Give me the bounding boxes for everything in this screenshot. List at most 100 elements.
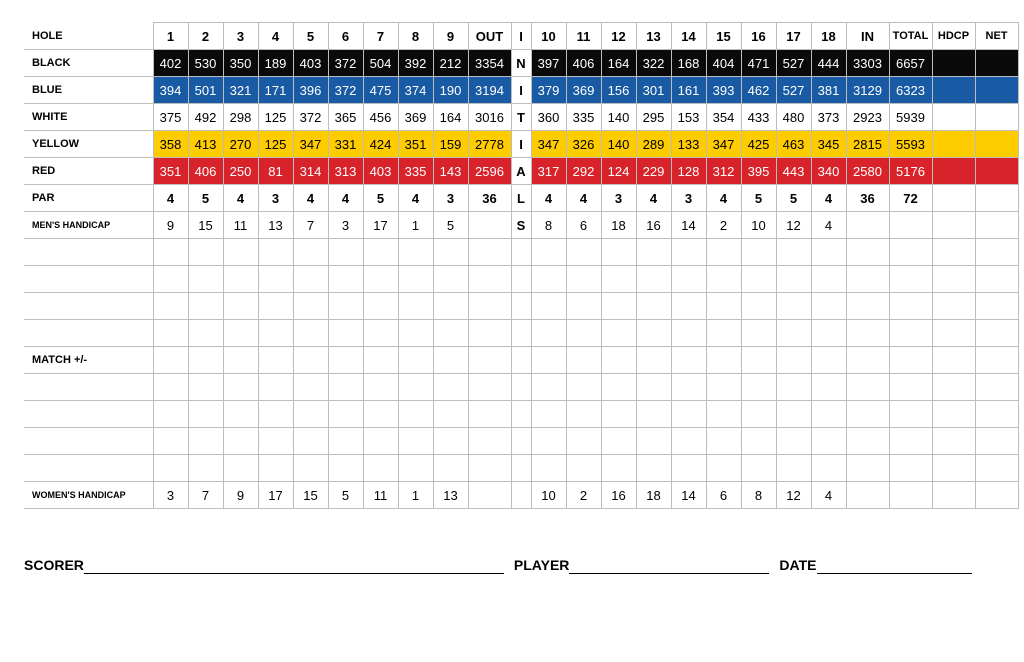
tee-white-net bbox=[975, 104, 1018, 131]
tee-black-h8: 392 bbox=[398, 50, 433, 77]
tee-red-h18: 340 bbox=[811, 158, 846, 185]
tee-red-h13: 229 bbox=[636, 158, 671, 185]
header-hole-6: 6 bbox=[328, 23, 363, 50]
womens-hcp-h11: 2 bbox=[566, 482, 601, 509]
initials-6: L bbox=[511, 185, 531, 212]
header-hole-7: 7 bbox=[363, 23, 398, 50]
tee-yellow-h13: 289 bbox=[636, 131, 671, 158]
tee-red-h1: 351 bbox=[153, 158, 188, 185]
tee-yellow-h8: 351 bbox=[398, 131, 433, 158]
tee-black-h15: 404 bbox=[706, 50, 741, 77]
mens-hcp-h17: 12 bbox=[776, 212, 811, 239]
par-h8: 4 bbox=[398, 185, 433, 212]
initials-4: I bbox=[511, 131, 531, 158]
tee-blue-h1: 394 bbox=[153, 77, 188, 104]
tee-black-total: 6657 bbox=[889, 50, 932, 77]
tee-red-hdcp bbox=[932, 158, 975, 185]
date-label: DATE bbox=[779, 557, 816, 574]
tee-blue-h12: 156 bbox=[601, 77, 636, 104]
mens-hcp-h12: 18 bbox=[601, 212, 636, 239]
par-h2: 5 bbox=[188, 185, 223, 212]
tee-blue-hdcp bbox=[932, 77, 975, 104]
womens-hcp-h1: 3 bbox=[153, 482, 188, 509]
tee-black-h12: 164 bbox=[601, 50, 636, 77]
mens-hcp-h14: 14 bbox=[671, 212, 706, 239]
par-h10: 4 bbox=[531, 185, 566, 212]
par-h15: 4 bbox=[706, 185, 741, 212]
womens-hcp-h7: 11 bbox=[363, 482, 398, 509]
initials-1: N bbox=[511, 50, 531, 77]
tee-red-h3: 250 bbox=[223, 158, 258, 185]
tee-black-net bbox=[975, 50, 1018, 77]
header-hole-9: 9 bbox=[433, 23, 468, 50]
tee-yellow-h18: 345 bbox=[811, 131, 846, 158]
womens-hcp-h17: 12 bbox=[776, 482, 811, 509]
header-hole-5: 5 bbox=[293, 23, 328, 50]
tee-black-h4: 189 bbox=[258, 50, 293, 77]
tee-yellow-h15: 347 bbox=[706, 131, 741, 158]
tee-yellow-hdcp bbox=[932, 131, 975, 158]
womens-hcp-h3: 9 bbox=[223, 482, 258, 509]
tee-white-h3: 298 bbox=[223, 104, 258, 131]
mens-hcp-h5: 7 bbox=[293, 212, 328, 239]
player-row-2-label bbox=[24, 293, 153, 320]
womens-hcp-h12: 16 bbox=[601, 482, 636, 509]
tee-blue-h10: 379 bbox=[531, 77, 566, 104]
tee-black-h16: 471 bbox=[741, 50, 776, 77]
header-hole-17: 17 bbox=[776, 23, 811, 50]
initials-3: T bbox=[511, 104, 531, 131]
tee-label-red: RED bbox=[24, 158, 153, 185]
mens-hcp-h9: 5 bbox=[433, 212, 468, 239]
mens-hcp-h15: 2 bbox=[706, 212, 741, 239]
tee-white-h4: 125 bbox=[258, 104, 293, 131]
tee-red-h14: 128 bbox=[671, 158, 706, 185]
tee-blue-h14: 161 bbox=[671, 77, 706, 104]
tee-blue-h5: 396 bbox=[293, 77, 328, 104]
tee-blue-h6: 372 bbox=[328, 77, 363, 104]
tee-blue-h4: 171 bbox=[258, 77, 293, 104]
tee-red-h11: 292 bbox=[566, 158, 601, 185]
tee-blue-in: 3129 bbox=[846, 77, 889, 104]
par-h14: 3 bbox=[671, 185, 706, 212]
womens-hcp-h15: 6 bbox=[706, 482, 741, 509]
tee-black-h10: 397 bbox=[531, 50, 566, 77]
mens-hcp-label: MEN'S HANDICAP bbox=[24, 212, 153, 239]
tee-label-yellow: YELLOW bbox=[24, 131, 153, 158]
tee-white-h16: 433 bbox=[741, 104, 776, 131]
header-in: IN bbox=[846, 23, 889, 50]
tee-yellow-h9: 159 bbox=[433, 131, 468, 158]
tee-blue-h7: 475 bbox=[363, 77, 398, 104]
signature-row: SCORER PLAYER DATE bbox=[24, 557, 1024, 574]
par-h18: 4 bbox=[811, 185, 846, 212]
tee-yellow-in: 2815 bbox=[846, 131, 889, 158]
initials-5: A bbox=[511, 158, 531, 185]
tee-red-h4: 81 bbox=[258, 158, 293, 185]
tee-white-h9: 164 bbox=[433, 104, 468, 131]
womens-hcp-h16: 8 bbox=[741, 482, 776, 509]
tee-white-h6: 365 bbox=[328, 104, 363, 131]
tee-yellow-h11: 326 bbox=[566, 131, 601, 158]
tee-white-total: 5939 bbox=[889, 104, 932, 131]
tee-yellow-h16: 425 bbox=[741, 131, 776, 158]
tee-yellow-h1: 358 bbox=[153, 131, 188, 158]
tee-white-h1: 375 bbox=[153, 104, 188, 131]
par-total: 72 bbox=[889, 185, 932, 212]
header-net: NET bbox=[975, 23, 1018, 50]
tee-label-blue: BLUE bbox=[24, 77, 153, 104]
mens-hcp-h18: 4 bbox=[811, 212, 846, 239]
par-h6: 4 bbox=[328, 185, 363, 212]
tee-red-h2: 406 bbox=[188, 158, 223, 185]
tee-white-h12: 140 bbox=[601, 104, 636, 131]
tee-blue-h2: 501 bbox=[188, 77, 223, 104]
tee-black-h9: 212 bbox=[433, 50, 468, 77]
par-h13: 4 bbox=[636, 185, 671, 212]
header-hole-18: 18 bbox=[811, 23, 846, 50]
mens-hcp-h6: 3 bbox=[328, 212, 363, 239]
tee-red-h5: 314 bbox=[293, 158, 328, 185]
womens-hcp-h5: 15 bbox=[293, 482, 328, 509]
par-h16: 5 bbox=[741, 185, 776, 212]
tee-white-h13: 295 bbox=[636, 104, 671, 131]
match-label: MATCH +/- bbox=[24, 347, 153, 374]
tee-white-h10: 360 bbox=[531, 104, 566, 131]
tee-white-h15: 354 bbox=[706, 104, 741, 131]
